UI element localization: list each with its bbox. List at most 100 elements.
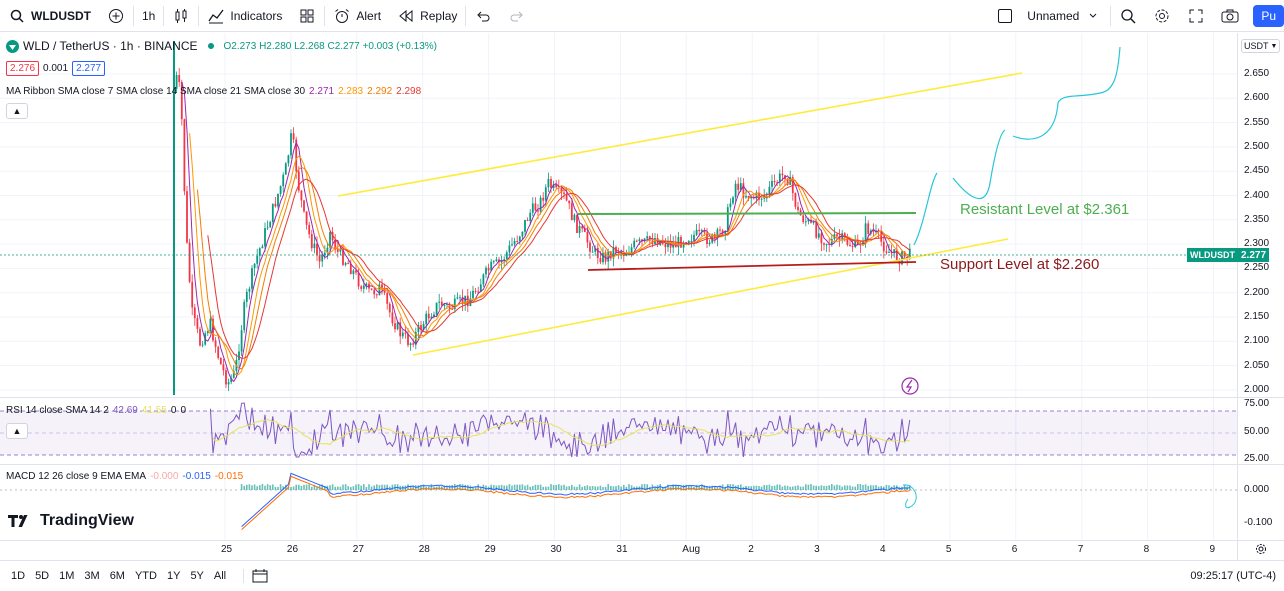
macd-bar [420,486,422,490]
macd-bar [316,486,318,490]
undo-button[interactable] [466,0,500,32]
time-axis[interactable]: 25 26 27 28 29 30 31 Aug 2 3 4 5 6 7 8 9 [0,540,1237,560]
macd-bar [888,485,890,490]
axis-corner[interactable] [1237,540,1284,560]
toolbar-divider [163,5,165,26]
candle-body [230,377,233,383]
rsi-collapse-button[interactable]: ▲ [6,423,28,439]
layout-templates-button[interactable] [290,0,324,32]
macd-bar [818,486,820,490]
candle-body [225,370,227,385]
macd-bar [394,484,396,490]
layout-name-button[interactable]: Unnamed [990,0,1110,32]
rsi-value: 42.69 [112,405,138,416]
macd-bar [422,484,425,490]
range-button[interactable]: 5D [35,570,50,582]
candle-body [786,179,789,185]
chart-canvas[interactable] [0,33,1237,540]
redo-button[interactable] [500,0,534,32]
macd-bar [753,485,755,490]
range-button[interactable]: 1M [59,570,75,582]
macd-bar [300,485,303,490]
interval-button[interactable]: 1h [134,0,163,32]
candle-body [370,288,373,290]
ma14-value: 2.283 [338,86,364,97]
macd-bar [417,485,420,490]
candle-body [495,259,498,262]
macd-line [241,472,910,527]
candle-body [882,241,885,252]
quick-search-button[interactable] [1111,0,1145,32]
range-button[interactable]: All [213,570,227,582]
chart-area[interactable] [0,33,1237,540]
camera-icon [1221,7,1239,25]
candle-body [292,133,295,140]
range-button[interactable]: 3M [84,570,100,582]
macd-bar [313,484,316,490]
tradingview-logo[interactable]: TradingView [8,512,134,530]
range-button[interactable]: 6M [109,570,125,582]
compare-button[interactable] [99,0,133,32]
alert-button[interactable]: Alert [325,0,389,32]
candle-body [339,249,342,252]
fullscreen-button[interactable] [1179,0,1213,32]
macd-bar [568,486,570,490]
time-tick: 4 [880,544,886,555]
legend-collapse-button[interactable]: ▲ [6,103,28,119]
price-axis[interactable]: USDT ▼ 2.650 2.600 2.550 2.500 2.450 2.400 2.3… [1237,33,1284,540]
candle-body [482,274,485,285]
macd-bar [290,486,292,490]
symbol-title[interactable]: WLD / TetherUS · 1h · BINANCE [23,39,198,53]
candle-body [747,195,750,199]
macd-legend[interactable]: MACD 12 26 close 9 EMA EMA -0.000 -0.015… [6,471,243,482]
macd-bar [849,485,851,490]
symbol-search[interactable]: WLDUSDT [0,0,99,32]
candle-body [290,133,292,156]
time-tick: 6 [1011,544,1018,555]
ma-ribbon-legend[interactable]: MA Ribbon SMA close 7 SMA close 14 SMA c… [6,86,421,97]
macd-bar [545,486,547,490]
macd-bar [508,484,511,490]
candle-body [222,364,225,371]
price-tick: 2.450 [1244,165,1270,177]
ask-price[interactable]: 2.277 [72,61,106,76]
macd-bar [885,484,888,490]
currency-selector[interactable]: USDT ▼ [1241,39,1281,53]
bid-price[interactable]: 2.276 [6,61,40,76]
candle-body [726,207,729,231]
pane-separator[interactable] [0,464,1284,465]
snapshot-button[interactable] [1213,0,1247,32]
candle-body [284,163,287,175]
range-button[interactable]: 5Y [190,570,204,582]
chart-type-button[interactable] [164,0,198,32]
resistance-annotation[interactable]: Resistant Level at $2.361 [960,201,1130,218]
replay-button[interactable]: Replay [389,0,465,32]
candle-body [435,302,438,315]
settings-button[interactable] [1145,0,1179,32]
support-annotation[interactable]: Support Level at $2.260 [940,256,1100,273]
macd-bar [503,485,505,490]
macd-bar [768,484,771,490]
macd-bar [846,485,849,490]
macd-bar [430,484,433,490]
range-button[interactable]: YTD [134,570,157,582]
macd-bar [459,484,461,490]
macd-bar [812,485,815,490]
rsi-legend[interactable]: RSI 14 close SMA 14 2 42.69 41.55 0 0 [6,405,186,416]
macd-bar [365,486,368,490]
range-button[interactable]: 1D [11,570,26,582]
indicators-button[interactable]: Indicators [199,0,290,32]
range-button[interactable]: 1Y [166,570,181,582]
indicators-label: Indicators [230,8,283,23]
rsi-label: RSI 14 close SMA 14 2 [6,405,109,416]
macd-bar [584,486,586,490]
clock-display[interactable]: 09:25:17 (UTC-4) [1190,570,1276,582]
currency-label: USDT [1244,41,1269,51]
candle-body [817,233,820,238]
date-range-button[interactable] [243,569,268,583]
pane-separator[interactable] [0,397,1284,398]
publish-button[interactable]: Pu [1253,5,1284,27]
candle-body [388,303,391,313]
candle-body [188,242,191,282]
candle-body [300,190,303,201]
